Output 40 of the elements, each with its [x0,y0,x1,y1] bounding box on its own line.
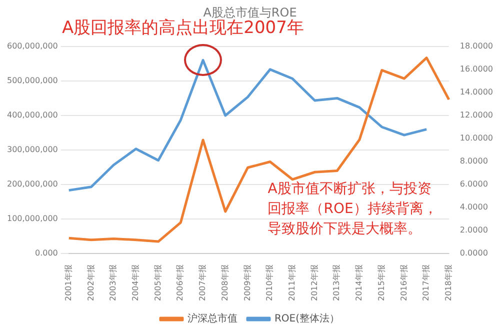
y2-tick-label: 16.0000 [460,64,494,74]
x-tick-label: 2016年报 [399,264,408,301]
x-tick-label: 2018年报 [444,264,453,301]
x-tick-label: 2009年报 [242,264,252,301]
y2-tick-label: 4.0000 [460,202,488,212]
chart-title: A股总市值与ROE [203,5,297,20]
legend-label: ROE(整体法） [274,312,340,325]
x-tick-label: 2017年报 [422,264,431,301]
y-tick-label: 0.000 [34,248,58,258]
x-tick-label: 2014年报 [354,264,364,301]
x-tick-label: 2007年报 [198,264,208,301]
x-tick-label: 2001年报 [64,264,73,301]
x-tick-label: 2006年报 [176,264,185,301]
y2-tick-label: 8.0000 [460,156,488,166]
y2-tick-label: 12.0000 [460,110,494,120]
y-tick-label: 100,000,000 [6,214,58,224]
y2-tick-label: 0.0000 [460,248,488,258]
x-tick-label: 2005年报 [153,264,162,301]
y2-tick-label: 14.0000 [460,88,494,97]
legend-label: 沪深总市值 [187,312,238,325]
x-tick-label: 2011年报 [288,264,297,301]
annotation: A股市值不断扩张，与投资回报率（ROE）持续背离，导致股价下跌是大概率。 [268,181,438,238]
y-tick-label: 300,000,000 [6,145,58,154]
y2-tick-label: 18.0000 [460,41,494,50]
x-tick-label: 2008年报 [220,264,230,301]
y-tick-label: 600,000,000 [6,41,58,50]
y-tick-label: 200,000,000 [6,180,58,189]
text: A股回报率的高点出现在2007年 [62,18,304,38]
x-tick-label: 2012年报 [310,264,319,301]
x-tick-label: 2013年报 [332,264,342,301]
x-tick-label: 2003年报 [108,264,118,301]
y2-tick-label: 10.0000 [460,134,494,143]
y-tick-label: 500,000,000 [6,76,58,86]
y2-tick-label: 6.0000 [460,180,488,189]
x-tick-label: 2015年报 [376,264,386,301]
x-tick-label: 2004年报 [131,264,140,301]
y2-tick-label: 2.0000 [460,226,488,235]
x-tick-label: 2002年报 [86,264,96,301]
x-tick-label: 2010年报 [265,264,274,301]
y-tick-label: 400,000,000 [6,110,58,120]
